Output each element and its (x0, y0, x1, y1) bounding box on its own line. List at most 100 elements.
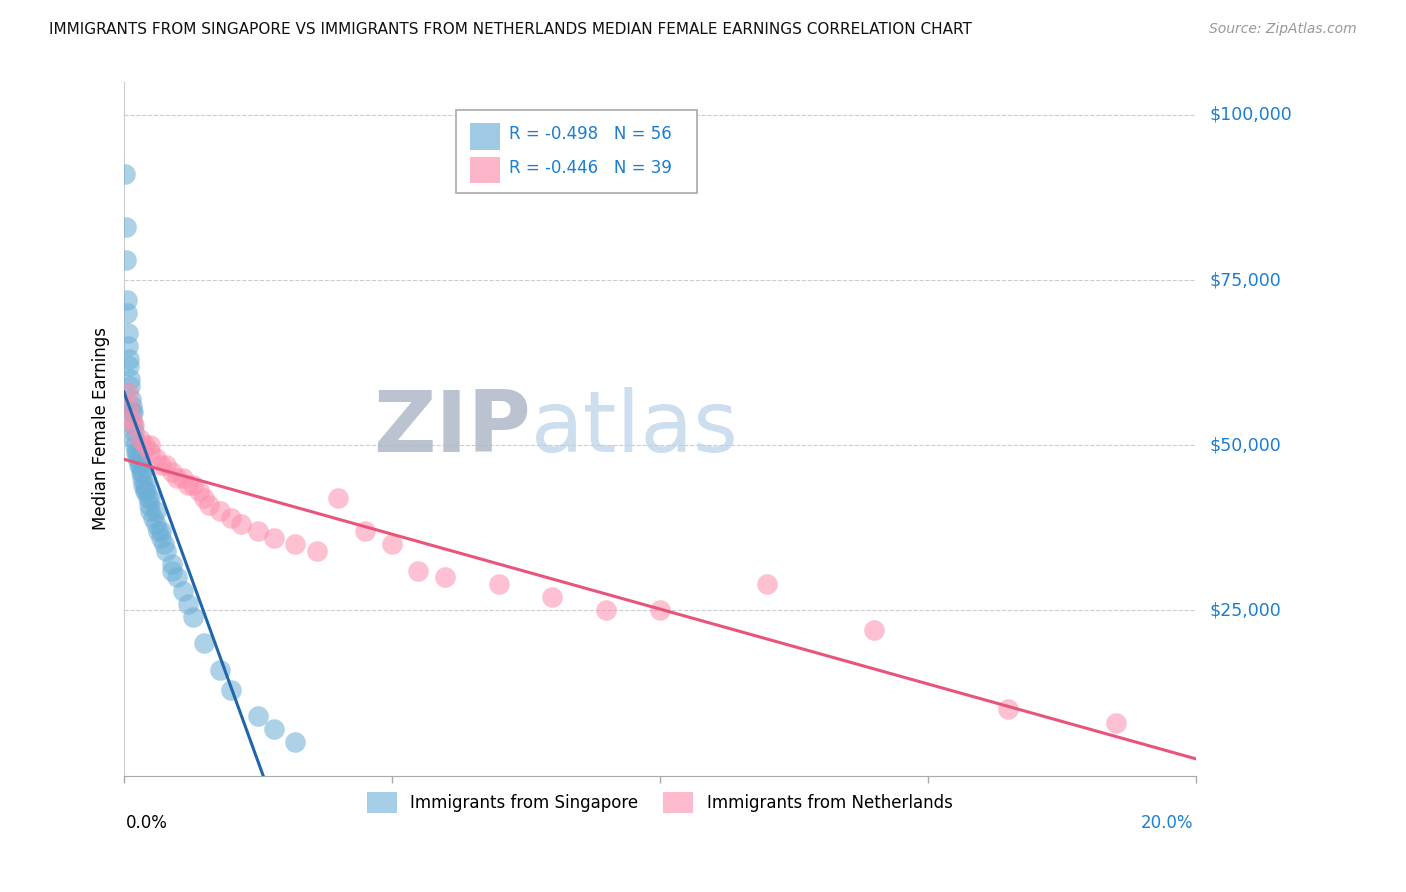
Point (125, 445, 148, 459)
Point (863, 623, 886, 637)
Point (118, 352, 141, 367)
Point (131, 471, 153, 485)
Point (139, 445, 162, 459)
Point (139, 438, 162, 452)
Point (150, 531, 173, 545)
Point (115, 253, 138, 268)
Point (145, 504, 167, 518)
FancyBboxPatch shape (456, 110, 697, 193)
Text: Source: ZipAtlas.com: Source: ZipAtlas.com (1209, 22, 1357, 37)
Point (125, 445, 148, 459)
Point (122, 432, 145, 446)
Point (263, 723, 285, 737)
Point (997, 702, 1019, 716)
Point (209, 504, 232, 518)
Point (139, 504, 162, 518)
Point (326, 491, 349, 505)
Point (648, 603, 671, 617)
Point (136, 491, 159, 505)
Point (305, 544, 328, 558)
Text: $75,000: $75,000 (1209, 271, 1282, 289)
Point (128, 458, 150, 472)
Point (181, 478, 204, 492)
Point (120, 392, 142, 406)
Point (166, 471, 188, 485)
Point (120, 378, 142, 392)
Point (118, 359, 141, 373)
Point (117, 385, 139, 400)
Y-axis label: Median Female Earnings: Median Female Earnings (93, 327, 110, 530)
Point (124, 438, 146, 452)
Point (160, 557, 183, 571)
Point (145, 451, 167, 466)
Bar (470, 157, 501, 183)
Point (135, 484, 157, 499)
Point (128, 451, 150, 466)
Point (381, 537, 404, 551)
Point (139, 491, 162, 505)
Text: R = -0.446   N = 39: R = -0.446 N = 39 (509, 159, 672, 177)
Point (353, 524, 375, 538)
Point (121, 412, 143, 426)
Point (756, 577, 779, 591)
Bar (470, 123, 501, 150)
Text: $100,000: $100,000 (1209, 106, 1292, 124)
Point (284, 537, 307, 551)
Point (209, 663, 232, 677)
Point (122, 425, 145, 439)
Point (284, 735, 307, 749)
Point (132, 478, 155, 492)
Point (150, 524, 173, 538)
Point (246, 524, 269, 538)
Point (128, 432, 150, 446)
Point (129, 465, 152, 479)
Point (152, 537, 174, 551)
Point (121, 405, 143, 419)
Point (160, 465, 183, 479)
Text: 0.0%: 0.0% (127, 814, 169, 832)
Point (219, 682, 242, 697)
Point (138, 498, 160, 512)
Point (263, 531, 285, 545)
Point (541, 590, 564, 604)
Point (148, 524, 170, 538)
Point (177, 478, 200, 492)
Point (118, 399, 141, 413)
Point (121, 405, 143, 419)
Point (117, 306, 139, 320)
Point (150, 458, 173, 472)
Point (166, 570, 188, 584)
Point (160, 564, 183, 578)
Point (193, 636, 215, 650)
Point (134, 484, 156, 499)
Point (434, 570, 457, 584)
Point (246, 709, 269, 723)
Point (122, 418, 145, 433)
Point (145, 517, 167, 532)
Point (187, 484, 209, 499)
Point (117, 339, 139, 353)
Legend: Immigrants from Singapore, Immigrants from Netherlands: Immigrants from Singapore, Immigrants fr… (360, 786, 959, 819)
Point (155, 544, 177, 558)
Point (231, 517, 253, 532)
Point (128, 458, 150, 472)
Point (114, 167, 136, 181)
Point (177, 597, 200, 611)
Point (181, 610, 204, 624)
Point (193, 491, 215, 505)
Point (219, 511, 242, 525)
Point (131, 465, 153, 479)
Point (155, 458, 177, 472)
Point (122, 418, 145, 433)
Point (115, 293, 138, 307)
Point (172, 471, 194, 485)
Text: $25,000: $25,000 (1209, 601, 1282, 619)
Text: IMMIGRANTS FROM SINGAPORE VS IMMIGRANTS FROM NETHERLANDS MEDIAN FEMALE EARNINGS : IMMIGRANTS FROM SINGAPORE VS IMMIGRANTS … (49, 22, 972, 37)
Text: R = -0.498   N = 56: R = -0.498 N = 56 (509, 126, 671, 144)
Point (127, 451, 149, 466)
Text: 20.0%: 20.0% (1140, 814, 1194, 832)
Point (488, 577, 510, 591)
Point (595, 603, 617, 617)
Point (1104, 715, 1126, 730)
Point (198, 498, 221, 512)
